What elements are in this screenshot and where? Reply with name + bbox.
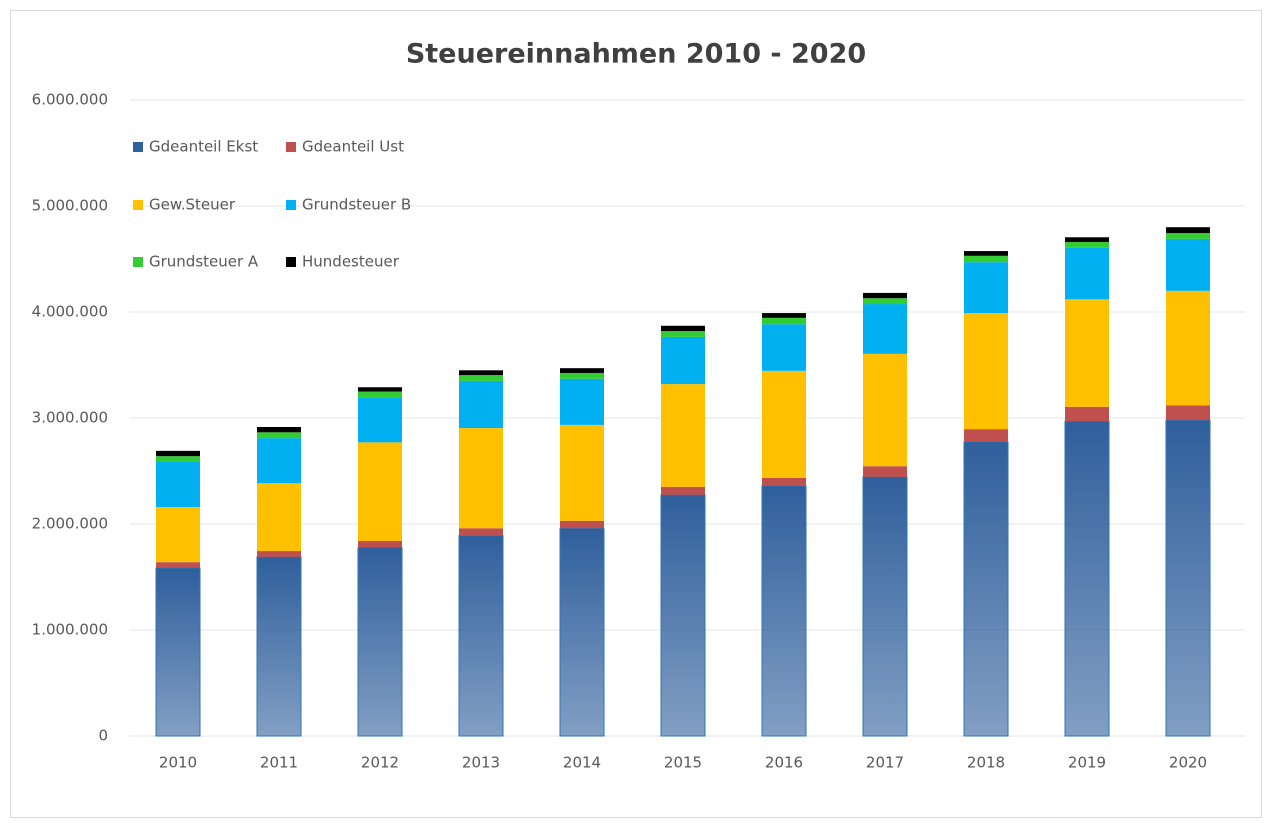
bar-segment	[863, 298, 907, 305]
bar-segment	[660, 494, 706, 737]
bar-segment	[560, 424, 604, 521]
bar-segment	[459, 375, 503, 381]
bar-segment	[661, 331, 705, 337]
bar-segment	[257, 432, 301, 439]
bar-segment	[560, 378, 604, 425]
bar-segment	[358, 387, 402, 392]
y-tick-label: 0	[98, 727, 108, 745]
bar-segment	[1166, 405, 1210, 421]
bar-segment	[156, 456, 200, 462]
bar-segment	[761, 485, 807, 737]
bar-segment	[762, 317, 806, 325]
bar-segment	[256, 556, 302, 737]
legend-label: Grundsteuer B	[302, 196, 411, 214]
bar-segment	[257, 483, 301, 552]
bar-segment	[1064, 420, 1110, 737]
bar-segment	[964, 262, 1008, 314]
bar-segment	[459, 370, 503, 376]
bar-segment	[963, 441, 1009, 737]
bar-segment	[1165, 419, 1211, 737]
x-tick-label: 2016	[765, 754, 803, 772]
bar-segment	[762, 370, 806, 478]
bar-segment	[1065, 299, 1109, 407]
bar-segment	[1166, 238, 1210, 291]
x-tick-label: 2015	[664, 754, 702, 772]
x-tick-label: 2010	[159, 754, 197, 772]
legend-label: Hundesteuer	[302, 253, 400, 271]
legend-swatch	[286, 142, 296, 152]
bar-segment	[863, 292, 907, 299]
bar-segment	[155, 567, 201, 737]
bar-segment	[661, 384, 705, 487]
legend-swatch	[133, 257, 143, 267]
y-tick-label: 3.000.000	[32, 409, 108, 427]
bar-segment	[1065, 237, 1109, 243]
bar-segment	[156, 507, 200, 563]
bar-segment	[1166, 227, 1210, 234]
x-tick-label: 2012	[361, 754, 399, 772]
x-tick-label: 2013	[462, 754, 500, 772]
legend-label: Gdeanteil Ust	[302, 138, 404, 156]
bar-segment	[459, 528, 503, 536]
x-tick-label: 2018	[967, 754, 1005, 772]
bar-segment	[1166, 290, 1210, 406]
bar-segment	[357, 546, 403, 737]
legend-swatch	[133, 142, 143, 152]
legend-label: Gdeanteil Ekst	[149, 138, 258, 156]
bar-segment	[156, 562, 200, 568]
bar-segment	[1065, 242, 1109, 248]
legend-label: Gew.Steuer	[149, 196, 236, 214]
x-tick-label: 2019	[1068, 754, 1106, 772]
bar-segment	[257, 438, 301, 484]
bar-segment	[964, 313, 1008, 430]
bar-segment	[762, 477, 806, 486]
bar-segment	[661, 486, 705, 495]
y-tick-label: 4.000.000	[32, 303, 108, 321]
bar-segment	[459, 380, 503, 429]
bar-segment	[358, 540, 402, 548]
bar-segment	[459, 428, 503, 529]
legend-swatch	[286, 200, 296, 210]
bar-segment	[964, 255, 1008, 263]
y-tick-label: 2.000.000	[32, 515, 108, 533]
bar-segment	[964, 251, 1008, 256]
x-tick-label: 2017	[866, 754, 904, 772]
chart-title: Steuereinnahmen 2010 - 2020	[406, 39, 866, 70]
bar-segment	[661, 336, 705, 385]
bar-segment	[458, 535, 504, 737]
bar-segment	[560, 368, 604, 373]
bar-segment	[559, 527, 605, 737]
bar-segment	[1065, 406, 1109, 422]
bar-segment	[863, 304, 907, 354]
legend-swatch	[286, 257, 296, 267]
y-tick-label: 1.000.000	[32, 621, 108, 639]
bar-segment	[661, 325, 705, 332]
chart-frame	[10, 10, 1262, 818]
bar-segment	[964, 429, 1008, 442]
bar-segment	[257, 551, 301, 557]
bar-segment	[156, 450, 200, 457]
bar-segment	[762, 324, 806, 371]
bar-segment	[560, 520, 604, 529]
legend-swatch	[133, 200, 143, 210]
y-tick-label: 6.000.000	[32, 91, 108, 109]
x-tick-label: 2014	[563, 754, 601, 772]
legend-label: Grundsteuer A	[149, 253, 259, 271]
x-tick-label: 2020	[1169, 754, 1207, 772]
bar-segment	[762, 313, 806, 318]
bar-segment	[156, 461, 200, 508]
bar-segment	[257, 427, 301, 433]
y-tick-label: 5.000.000	[32, 197, 108, 215]
bar-segment	[1166, 233, 1210, 239]
bar-segment	[560, 372, 604, 379]
bar-segment	[863, 466, 907, 477]
bar-segment	[1065, 247, 1109, 300]
bar-segment	[863, 353, 907, 467]
bar-segment	[358, 391, 402, 398]
bar-segment	[358, 442, 402, 541]
bar-segment	[862, 476, 908, 737]
x-tick-label: 2011	[260, 754, 298, 772]
bar-segment	[358, 397, 402, 443]
